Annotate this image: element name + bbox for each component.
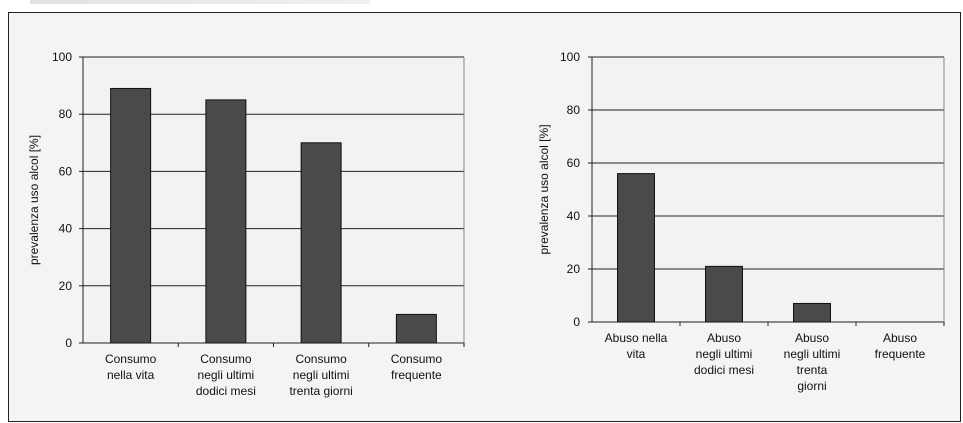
y-tick-label: 100: [52, 50, 72, 64]
cropped-caption-remnant: [30, 0, 370, 4]
x-category-label: Consumo nella vita: [105, 352, 157, 382]
x-category-label-line: giorni: [797, 379, 826, 393]
y-tick-label: 0: [65, 336, 72, 350]
bar: [395, 313, 437, 344]
y-tick-label: 0: [573, 315, 580, 329]
chart-1: 0 20 40 60 80 100 Consumo nella vita Consumo negl…: [27, 50, 465, 398]
x-category-label-line: dodici mesi: [196, 384, 256, 398]
x-category-label-line: negli ultimi: [696, 347, 753, 361]
y-axis-label: prevalenza uso alcol [%]: [27, 135, 41, 265]
x-category-label-line: frequente: [391, 368, 442, 382]
x-category-label-line: Abuso: [883, 331, 917, 345]
x-category-label-line: frequente: [875, 347, 926, 361]
x-category-label-line: negli ultimi: [198, 368, 255, 382]
x-category-label-line: Abuso nella: [605, 331, 668, 345]
x-category-label-line: negli ultimi: [784, 347, 841, 361]
x-category-label-line: dodici mesi: [694, 363, 754, 377]
x-category-label-line: Consumo: [105, 352, 157, 366]
x-category-label-line: trenta: [797, 363, 828, 377]
x-category-label-line: Consumo: [295, 352, 347, 366]
y-tick-label: 60: [59, 164, 73, 178]
x-category-label: Consumo negli ultimi trenta giorni: [289, 352, 352, 398]
bar: [205, 99, 247, 344]
bar: [110, 87, 152, 344]
y-tick-label: 20: [59, 279, 73, 293]
y-axis-label: prevalenza uso alcol [%]: [537, 124, 551, 254]
x-category-label-line: Consumo: [200, 352, 252, 366]
chart-2: 0 20 40 60 80 100 Abuso nella vita Abuso negli ul…: [537, 50, 945, 393]
x-category-label-line: trenta giorni: [289, 384, 352, 398]
y-tick-label: 80: [567, 103, 581, 117]
x-category-label-line: vita: [627, 347, 646, 361]
top-strip: [0, 0, 963, 12]
y-tick-label: 60: [567, 156, 581, 170]
x-category-label: Abuso negli ultimi trenta giorni: [784, 331, 841, 393]
x-category-label: Abuso negli ultimi dodici mesi: [694, 331, 754, 377]
bar: [617, 173, 655, 323]
x-category-label: Abuso nella vita: [605, 331, 668, 361]
x-category-label: Consumo frequente: [391, 352, 443, 382]
y-tick-label: 20: [567, 262, 581, 276]
y-tick-label: 40: [59, 222, 73, 236]
x-category-label-line: Abuso: [795, 331, 829, 345]
bar: [300, 142, 342, 344]
x-category-label-line: nella vita: [107, 368, 155, 382]
x-category-label: Abuso frequente: [875, 331, 926, 361]
x-category-label-line: negli ultimi: [293, 368, 350, 382]
x-category-label-line: Abuso: [707, 331, 741, 345]
y-tick-label: 100: [560, 50, 580, 64]
bar: [793, 302, 831, 323]
x-category-label-line: Consumo: [391, 352, 443, 366]
y-tick-label: 80: [59, 107, 73, 121]
x-category-label: Consumo negli ultimi dodici mesi: [196, 352, 256, 398]
y-tick-label: 40: [567, 209, 581, 223]
bar: [705, 265, 743, 323]
